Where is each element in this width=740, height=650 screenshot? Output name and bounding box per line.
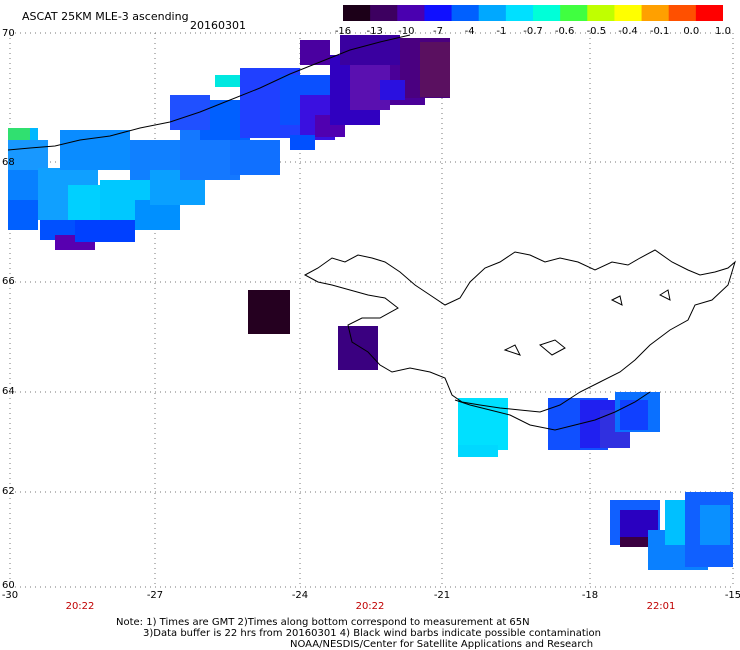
product-title: ASCAT 25KM MLE-3 ascending xyxy=(22,10,189,23)
lon-label: -15 xyxy=(724,590,740,601)
coastline-segment xyxy=(503,344,521,356)
colorbar-segment xyxy=(424,5,453,21)
lon-label: -30 xyxy=(1,590,19,601)
colorbar-segment xyxy=(370,5,398,21)
colorbar-segment xyxy=(505,5,534,21)
colorbar xyxy=(343,5,723,21)
footnote-line-2: 3)Data buffer is 22 hrs from 20160301 4)… xyxy=(143,628,601,639)
lon-label: -24 xyxy=(291,590,309,601)
colorbar-label: -10 xyxy=(398,26,415,37)
colorbar-label: -0.5 xyxy=(586,26,607,37)
colorbar-label: -16 xyxy=(334,26,352,37)
coastline-segment xyxy=(454,391,651,431)
lon-label: -27 xyxy=(146,590,164,601)
pass-time: 20:22 xyxy=(355,601,385,612)
mle-swath xyxy=(8,35,733,570)
lat-label: 60 xyxy=(2,580,15,591)
wind-cell xyxy=(300,40,330,65)
colorbar-segment xyxy=(478,5,507,21)
coastline-segment xyxy=(610,295,623,306)
colorbar-segment xyxy=(343,5,371,21)
wind-cell xyxy=(420,42,450,97)
colorbar-label: -1 xyxy=(496,26,507,37)
wind-cell xyxy=(215,75,240,87)
wind-cell xyxy=(338,326,378,370)
wind-cell xyxy=(60,130,130,170)
wind-cell xyxy=(170,95,210,130)
coastline-segment xyxy=(658,289,671,301)
colorbar-label: -0.7 xyxy=(523,26,543,37)
lat-label: 70 xyxy=(2,28,15,39)
colorbar-label: -4 xyxy=(464,26,475,37)
colorbar-label: -13 xyxy=(366,26,383,37)
coastline xyxy=(7,34,736,431)
pass-time: 20:22 xyxy=(65,601,95,612)
lat-label: 64 xyxy=(2,386,15,397)
lon-label: -18 xyxy=(581,590,599,601)
footnote-line-1: Note: 1) Times are GMT 2)Times along bot… xyxy=(116,617,530,628)
wind-cell xyxy=(620,537,658,547)
colorbar-segment xyxy=(587,5,615,21)
wind-cell xyxy=(458,445,498,457)
colorbar-label: -0.4 xyxy=(618,26,638,37)
coastline-segment xyxy=(538,339,566,356)
colorbar-segment xyxy=(614,5,643,21)
colorbar-segment xyxy=(397,5,425,21)
colorbar-segment xyxy=(451,5,480,21)
lat-label: 68 xyxy=(2,157,15,168)
lon-label: -21 xyxy=(433,590,451,601)
wind-cell xyxy=(458,398,508,450)
wind-cell xyxy=(290,135,315,150)
wind-cell xyxy=(620,400,648,430)
wind-cell xyxy=(8,140,48,170)
footnote-line-3: NOAA/NESDIS/Center for Satellite Applica… xyxy=(290,639,594,650)
colorbar-label: -0.6 xyxy=(554,26,575,37)
wind-cell xyxy=(248,290,290,334)
pass-time: 22:01 xyxy=(646,601,676,612)
colorbar-segment xyxy=(533,5,561,21)
product-date: 20160301 xyxy=(190,19,246,32)
colorbar-label: 1.0 xyxy=(715,26,731,37)
wind-cell xyxy=(8,200,38,230)
colorbar-label: -0.1 xyxy=(649,26,670,37)
colorbar-label: -7 xyxy=(433,26,443,37)
colorbar-segment xyxy=(641,5,670,21)
lat-label: 62 xyxy=(2,486,15,497)
wind-cell xyxy=(700,505,730,545)
wind-cell xyxy=(230,140,280,175)
colorbar-segment xyxy=(560,5,588,21)
wind-cell xyxy=(380,80,405,100)
colorbar-segment xyxy=(668,5,697,21)
coastline-segment xyxy=(303,249,736,413)
colorbar-label: 0.0 xyxy=(683,26,700,37)
lat-label: 66 xyxy=(2,276,15,287)
wind-cell xyxy=(8,128,30,140)
coastline-segment xyxy=(7,34,411,151)
colorbar-segment xyxy=(695,5,723,21)
wind-cell xyxy=(75,220,135,242)
